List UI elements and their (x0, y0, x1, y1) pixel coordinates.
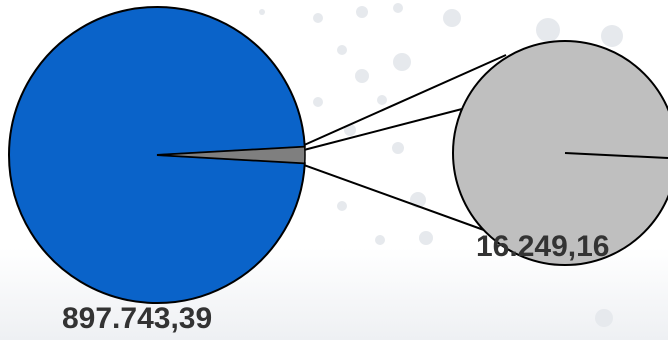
detail-pie-slice (452, 40, 668, 266)
connector-line-bottom (304, 164, 507, 239)
background-dot (356, 6, 368, 18)
background-dot (443, 9, 461, 27)
background-dot (419, 231, 433, 245)
background-dot (392, 142, 404, 154)
background-dot (393, 3, 403, 13)
connector-line-top (304, 54, 507, 146)
background-dot (375, 235, 385, 245)
background-dot (259, 9, 265, 15)
background-dot (393, 53, 411, 71)
pie-slice-main (8, 6, 306, 304)
background-dot (595, 309, 613, 327)
background-dot (536, 18, 560, 42)
background-dot (337, 201, 347, 211)
detail-pie-value-label: 16.249,16 (476, 230, 610, 263)
connector-line-middle (304, 101, 490, 151)
background-dot (355, 69, 369, 83)
background-dot (313, 13, 323, 23)
background-dot (377, 95, 387, 105)
background-dot (601, 25, 623, 47)
background-dot (337, 45, 347, 55)
pie-slice-other (156, 145, 306, 165)
background-dot (313, 97, 323, 107)
main-pie-value-label: 897.743,39 (62, 302, 213, 335)
detail-pie-radial-line (564, 152, 668, 159)
